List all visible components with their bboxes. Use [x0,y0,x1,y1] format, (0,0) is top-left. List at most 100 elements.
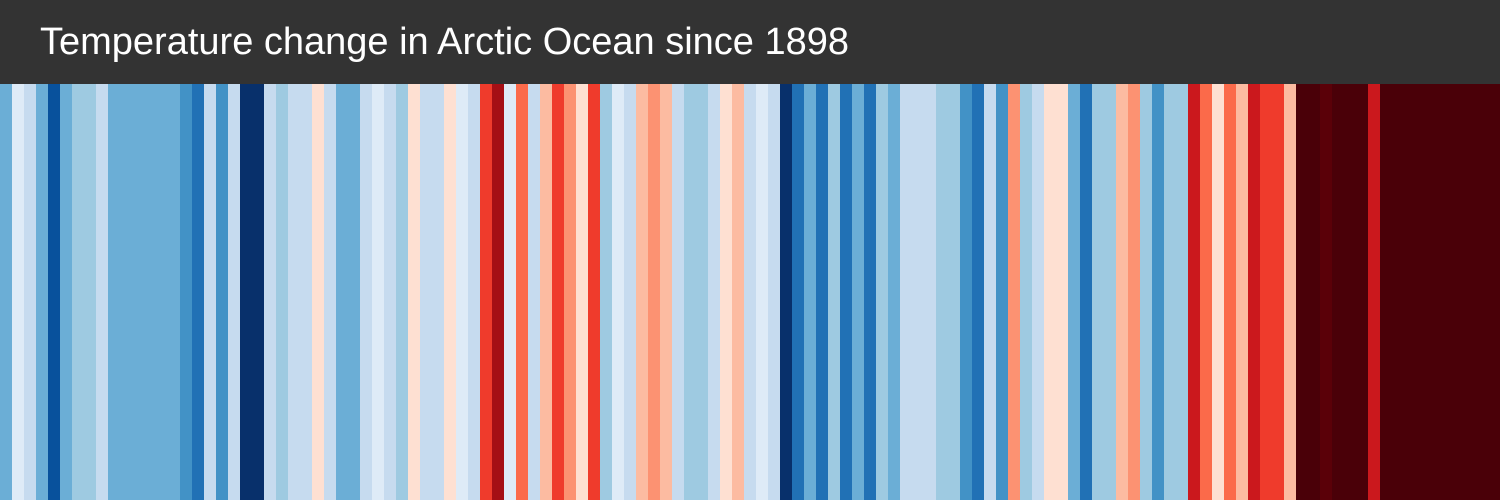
stripe-1994 [1152,84,1165,500]
stripe-2011 [1356,84,1369,500]
stripe-1979 [972,84,985,500]
stripe-1918 [240,84,253,500]
stripe-2012 [1368,84,1381,500]
stripe-1992 [1128,84,1141,500]
stripe-1934 [432,84,445,500]
stripe-2020 [1464,84,1477,500]
stripe-1939 [492,84,505,500]
stripe-1935 [444,84,457,500]
stripe-1905 [84,84,97,500]
stripe-2004 [1272,84,1285,500]
stripe-1945 [564,84,577,500]
chart-title: Temperature change in Arctic Ocean since… [40,21,850,63]
stripe-1984 [1032,84,1045,500]
stripe-1925 [324,84,337,500]
stripe-1898 [0,84,13,500]
stripe-1966 [816,84,829,500]
stripe-1911 [156,84,169,500]
stripe-1937 [468,84,481,500]
stripe-1922 [288,84,301,500]
stripe-1920 [264,84,277,500]
stripe-1977 [948,84,961,500]
stripe-1978 [960,84,973,500]
stripe-1910 [144,84,157,500]
stripe-1901 [36,84,49,500]
stripe-1949 [612,84,625,500]
stripe-1960 [744,84,757,500]
stripe-1998 [1200,84,1213,500]
title-bar: Temperature change in Arctic Ocean since… [0,0,1500,84]
stripe-1990 [1104,84,1117,500]
stripe-1987 [1068,84,1081,500]
stripe-1991 [1116,84,1129,500]
stripe-1972 [888,84,901,500]
stripe-1999 [1212,84,1225,500]
stripe-1908 [120,84,133,500]
stripe-1980 [984,84,997,500]
stripe-1916 [216,84,229,500]
stripe-1938 [480,84,493,500]
stripe-1902 [48,84,61,500]
stripes-chart [0,84,1500,500]
stripe-1971 [876,84,889,500]
stripe-1933 [420,84,433,500]
stripe-1930 [384,84,397,500]
stripe-1929 [372,84,385,500]
stripe-1983 [1020,84,1033,500]
stripe-1926 [336,84,349,500]
stripe-1931 [396,84,409,500]
stripe-2001 [1236,84,1249,500]
stripe-2013 [1380,84,1393,500]
stripe-2002 [1248,84,1261,500]
stripe-1921 [276,84,289,500]
stripe-1986 [1056,84,1069,500]
stripe-1917 [228,84,241,500]
stripe-1944 [552,84,565,500]
stripe-1963 [780,84,793,500]
stripe-1927 [348,84,361,500]
stripe-1965 [804,84,817,500]
stripe-1912 [168,84,181,500]
stripe-2008 [1320,84,1333,500]
stripe-1964 [792,84,805,500]
stripe-1988 [1080,84,1093,500]
stripe-1974 [912,84,925,500]
stripe-1961 [756,84,769,500]
stripe-1919 [252,84,265,500]
stripe-1946 [576,84,589,500]
stripe-2000 [1224,84,1237,500]
stripe-2005 [1284,84,1297,500]
stripe-2019 [1452,84,1465,500]
stripe-2021 [1476,84,1489,500]
stripe-1909 [132,84,145,500]
stripe-2003 [1260,84,1273,500]
stripe-1981 [996,84,1009,500]
stripe-1969 [852,84,865,500]
stripe-1907 [108,84,121,500]
stripe-2006 [1296,84,1309,500]
stripe-1973 [900,84,913,500]
stripe-2007 [1308,84,1321,500]
stripe-2009 [1332,84,1345,500]
stripe-1924 [312,84,325,500]
stripe-1948 [600,84,613,500]
stripe-1936 [456,84,469,500]
stripe-1950 [624,84,637,500]
stripe-1957 [708,84,721,500]
stripe-1954 [672,84,685,500]
stripe-1951 [636,84,649,500]
stripe-1947 [588,84,601,500]
stripe-1915 [204,84,217,500]
stripe-1940 [504,84,517,500]
stripe-1956 [696,84,709,500]
stripe-1941 [516,84,529,500]
stripe-1989 [1092,84,1105,500]
stripe-2015 [1404,84,1417,500]
stripe-1970 [864,84,877,500]
stripe-1932 [408,84,421,500]
stripe-1985 [1044,84,1057,500]
stripe-1943 [540,84,553,500]
stripe-1928 [360,84,373,500]
stripe-1955 [684,84,697,500]
